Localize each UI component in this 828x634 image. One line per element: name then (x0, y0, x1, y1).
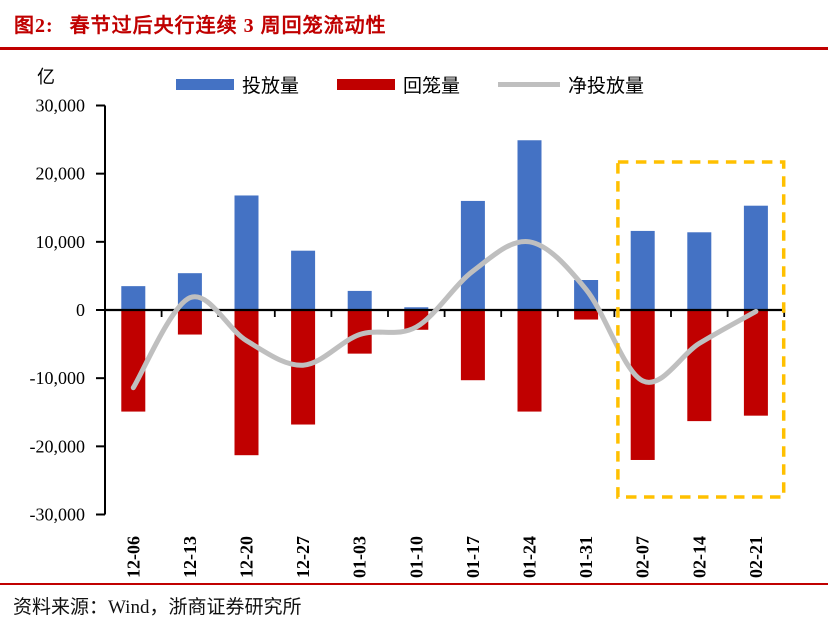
figure-title-text: 春节过后央行连续 3 周回笼流动性 (69, 15, 387, 37)
bar-injection (460, 200, 485, 310)
figure-number-label: 图2: (14, 15, 54, 37)
bar-injection (291, 250, 316, 310)
legend: 投放量 回笼量 净投放量 (176, 71, 644, 98)
legend-item-net-injection: 净投放量 (498, 71, 644, 98)
y-axis-label: 20,000 (36, 164, 86, 184)
bar-withdrawal (687, 310, 712, 422)
x-axis-label: 01-10 (406, 536, 426, 578)
y-axis-label: -30,000 (30, 505, 86, 525)
bar-withdrawal (460, 310, 485, 381)
x-axis-label: 02-21 (746, 536, 766, 578)
x-axis-label: 12-06 (123, 536, 143, 578)
x-axis-label: 12-27 (293, 536, 313, 578)
x-axis-label: 01-03 (350, 536, 370, 578)
bar-injection (687, 232, 712, 310)
y-axis-label: -10,000 (30, 368, 86, 388)
y-axis-unit-label: 亿 (37, 67, 55, 87)
bar-withdrawal (574, 310, 599, 320)
legend-label-withdrawal: 回笼量 (403, 75, 461, 97)
highlight-box (616, 160, 786, 499)
x-axis-label: 12-20 (237, 536, 257, 578)
bar-withdrawal (177, 310, 202, 335)
x-axis-label: 01-24 (520, 536, 540, 578)
net-injection-line (130, 239, 759, 391)
bar-injection (404, 307, 429, 310)
legend-swatch-withdrawal (337, 78, 396, 90)
bar-withdrawal (743, 310, 768, 416)
y-axis-label: 0 (76, 300, 85, 320)
figure-title: 图2: 春节过后央行连续 3 周回笼流动性 (14, 9, 387, 38)
x-axis-label: 12-13 (180, 536, 200, 578)
x-axis-label: 02-14 (689, 536, 709, 578)
legend-swatch-injection (176, 78, 234, 90)
x-axis-label: 01-17 (463, 536, 483, 578)
bar-withdrawal (630, 310, 655, 460)
bar-injection (517, 140, 542, 310)
bar-injection (121, 286, 146, 310)
y-axis-label: 30,000 (36, 95, 86, 115)
legend-label-net-injection: 净投放量 (568, 75, 645, 97)
y-axis-label: 10,000 (36, 232, 86, 252)
footer-divider (0, 583, 828, 585)
bar-withdrawal (517, 310, 542, 412)
y-axis-label: -20,000 (30, 436, 86, 456)
legend-item-withdrawal: 回笼量 (337, 71, 460, 98)
legend-swatch-net-injection (498, 81, 561, 87)
legend-label-injection: 投放量 (242, 75, 300, 97)
x-axis-label: 02-07 (633, 536, 653, 578)
bar-injection (743, 205, 768, 310)
bar-withdrawal (121, 310, 146, 412)
bar-injection (630, 230, 655, 310)
source-note: 资料来源：Wind，浙商证券研究所 (13, 597, 302, 618)
legend-item-injection: 投放量 (176, 71, 299, 98)
bar-injection (234, 195, 259, 310)
title-divider (0, 47, 828, 50)
bar-injection (347, 290, 372, 310)
x-axis-label: 01-31 (576, 536, 596, 578)
